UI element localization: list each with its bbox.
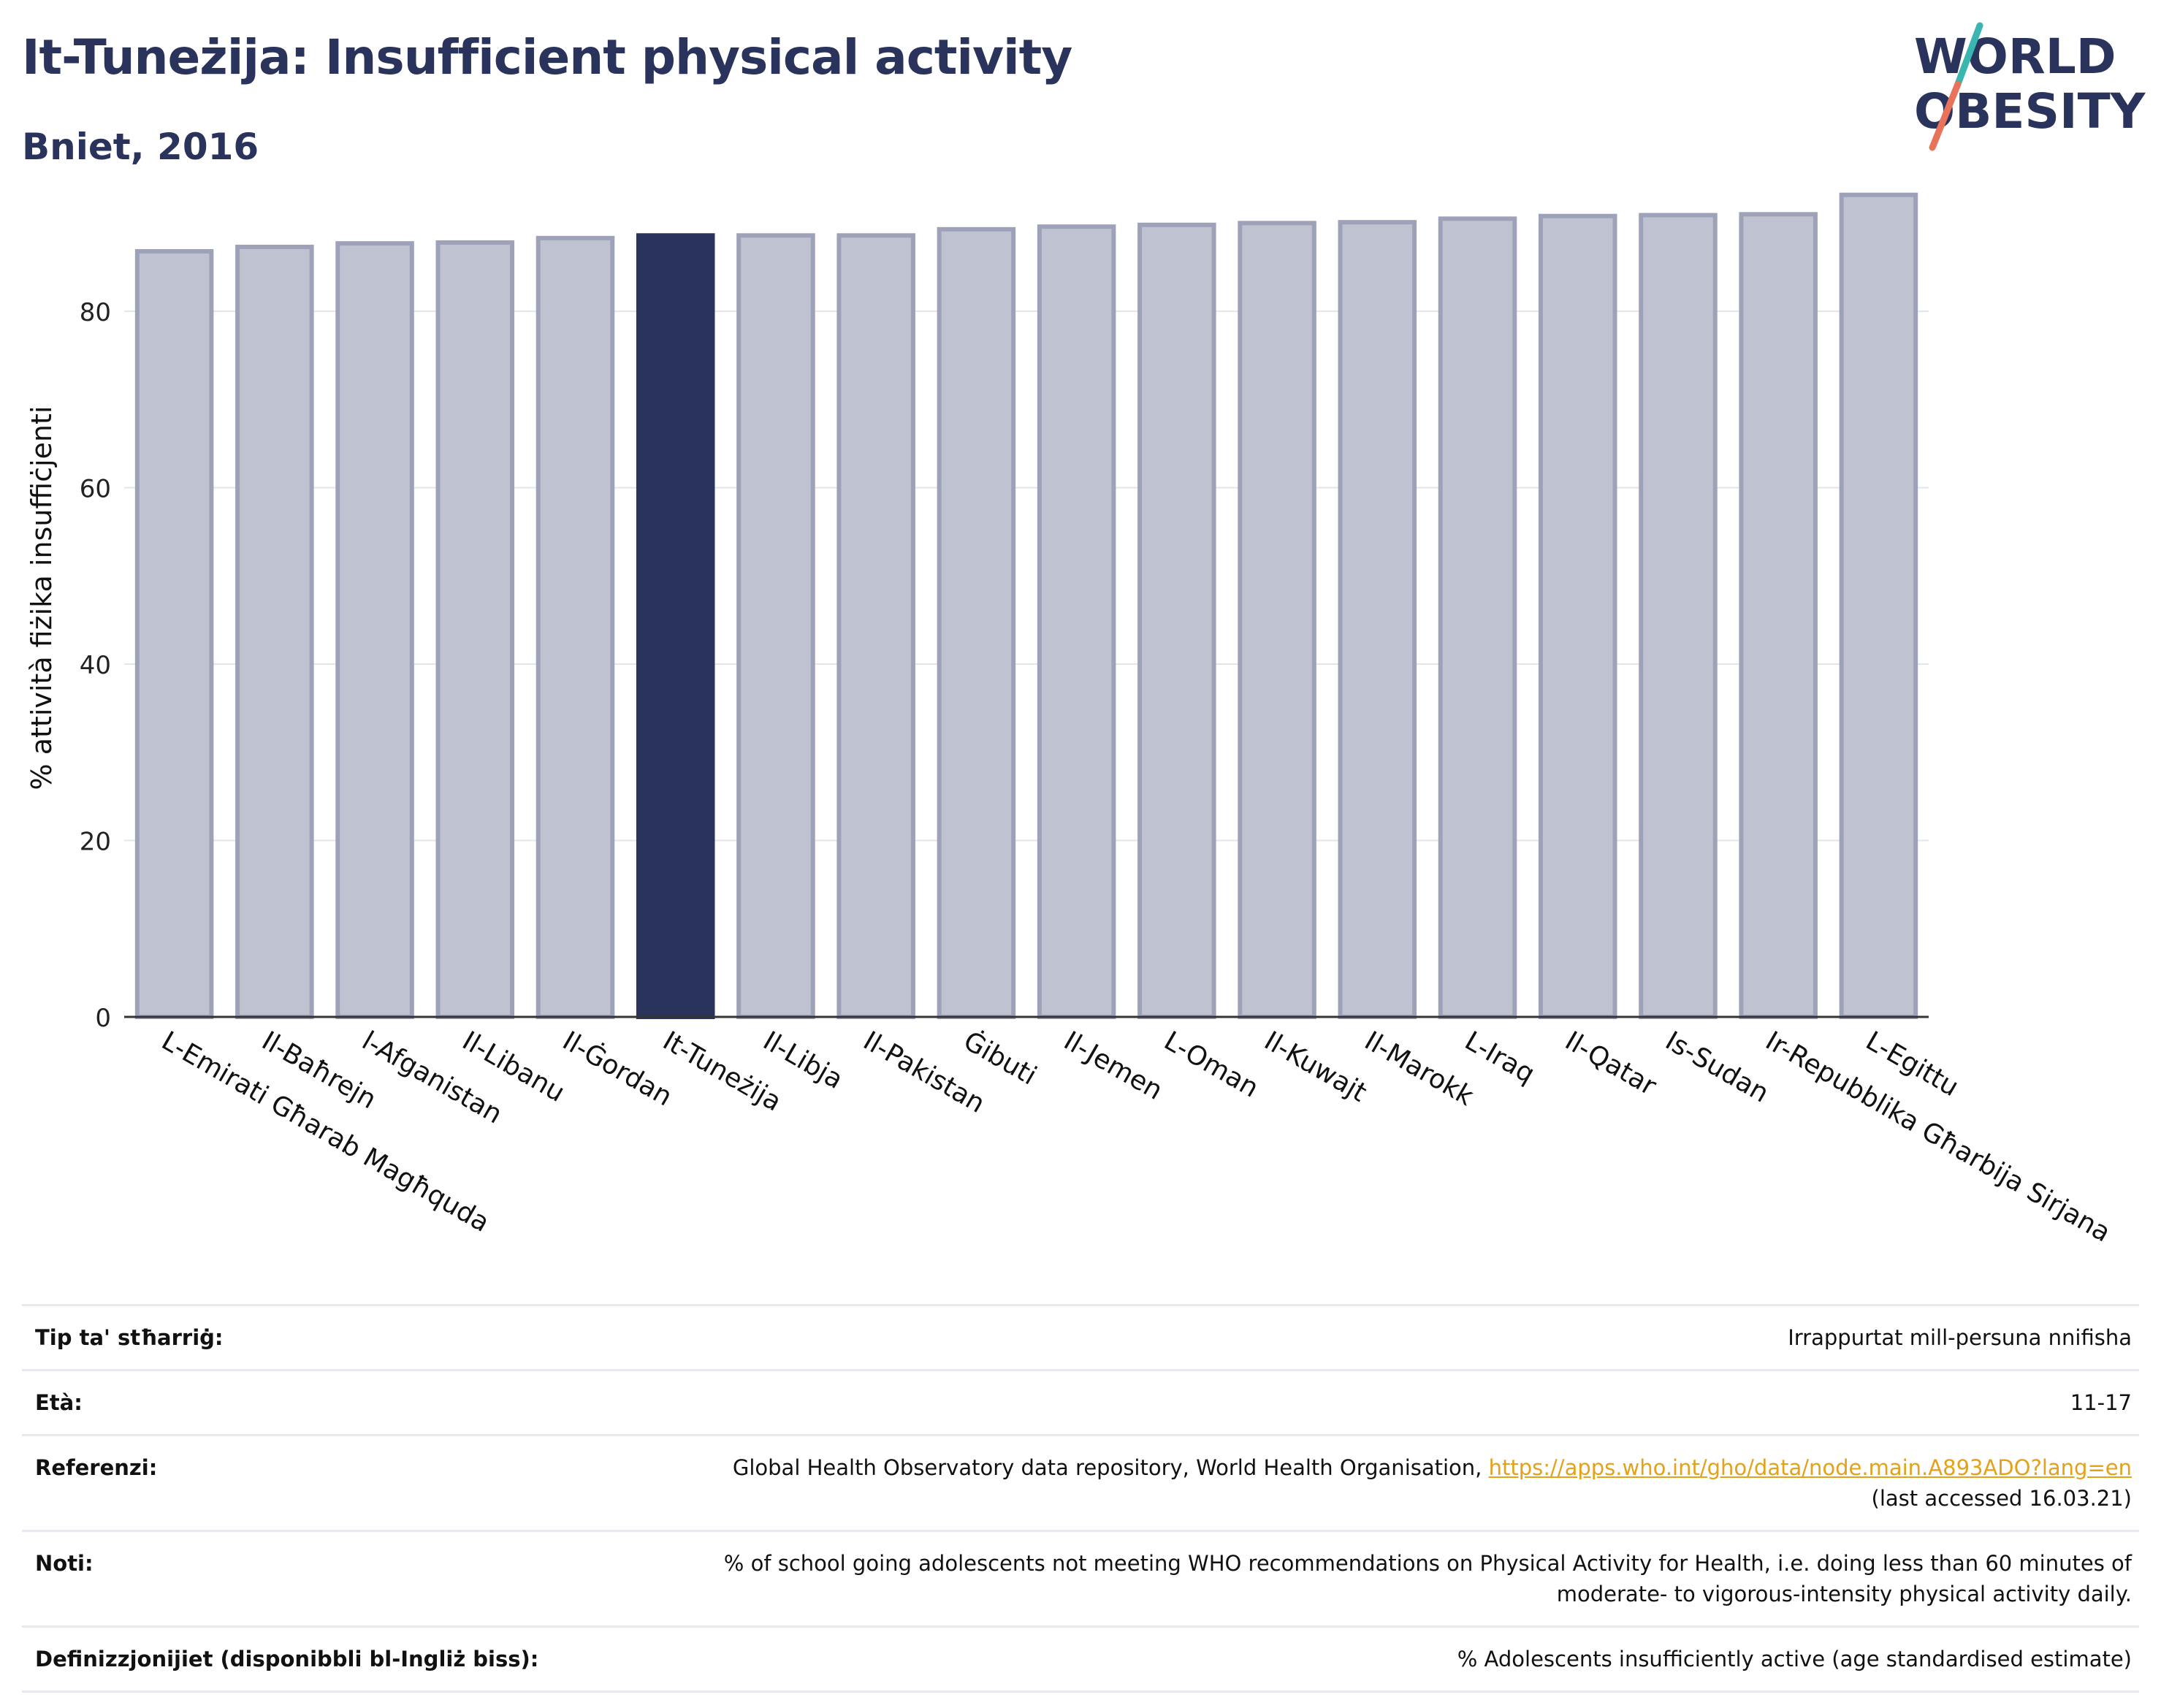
- metadata-table: Tip ta' stħarriġ: Irrappurtat mill-persu…: [22, 1304, 2139, 1693]
- meta-row-references: Referenzi: Global Health Observatory dat…: [22, 1434, 2139, 1531]
- bar: [1639, 213, 1718, 1020]
- bar: [134, 249, 214, 1020]
- x-tick-label: Il-Marokk: [1360, 1026, 1479, 1112]
- world-obesity-logo: WORLD OBESITY: [1914, 22, 2146, 151]
- bar: [536, 235, 615, 1019]
- reference-accessed: (last accessed 16.03.21): [1871, 1486, 2132, 1511]
- y-tick-label: 20: [80, 828, 111, 857]
- meta-key: Definizzjonijiet (disponibbli bl-Ingliż …: [22, 1625, 700, 1693]
- bar: [937, 226, 1016, 1020]
- meta-row-age: Età: 11-17: [22, 1369, 2139, 1436]
- bar: [736, 233, 815, 1019]
- y-tick-label: 80: [80, 298, 111, 327]
- x-tick-label: L-Iraq: [1460, 1026, 1539, 1089]
- bars: [134, 192, 1918, 1020]
- x-tick-label: Ġibuti: [958, 1025, 1042, 1091]
- bar: [1739, 212, 1818, 1020]
- meta-row-definitions: Definizzjonijiet (disponibbli bl-Ingliż …: [22, 1625, 2139, 1693]
- meta-key: Referenzi:: [22, 1434, 700, 1531]
- x-tick-label: Is-Sudan: [1660, 1026, 1773, 1108]
- x-tick-label: Ir-Repubblika Għarbija Sirjana: [1761, 1026, 2116, 1248]
- reference-text: Global Health Observatory data repositor…: [732, 1455, 1489, 1480]
- meta-row-survey-type: Tip ta' stħarriġ: Irrappurtat mill-persu…: [22, 1304, 2139, 1370]
- meta-value-references: Global Health Observatory data repositor…: [700, 1434, 2139, 1531]
- x-tick-label: L-Oman: [1159, 1026, 1263, 1103]
- meta-value: Irrappurtat mill-persuna nnifisha: [700, 1304, 2139, 1370]
- logo-slash-bottom: [1929, 80, 1962, 151]
- y-axis-label: % attività fiżika insuffiċjenti: [26, 406, 58, 790]
- bar: [1839, 192, 1918, 1019]
- y-tick-labels: 0 20 40 60 80: [80, 298, 111, 1033]
- bar: [235, 244, 314, 1019]
- y-tick-label: 40: [80, 651, 111, 680]
- bar: [1538, 213, 1617, 1019]
- meta-value: % Adolescents insufficiently active (age…: [700, 1625, 2139, 1693]
- meta-row-notes: Noti: % of school going adolescents not …: [22, 1530, 2139, 1627]
- meta-key: Noti:: [22, 1530, 700, 1627]
- bar: [1338, 220, 1417, 1020]
- bar: [1438, 216, 1517, 1020]
- bar: [1137, 222, 1216, 1019]
- y-tick-label: 0: [95, 1004, 111, 1033]
- bar: [1037, 224, 1116, 1020]
- meta-value: 11-17: [700, 1369, 2139, 1436]
- x-tick-label: Il-Jemen: [1059, 1026, 1167, 1106]
- gridlines: [124, 310, 1929, 842]
- x-tick-labels: L-Emirati Għarab MagħqudaIl-Baħrejnl-Afg…: [156, 1025, 2116, 1248]
- bar: [435, 240, 515, 1019]
- x-tick-label: Il-Qatar: [1560, 1026, 1661, 1102]
- bar-highlight: [636, 233, 715, 1019]
- meta-key: Età:: [22, 1369, 700, 1436]
- bar: [335, 241, 414, 1019]
- reference-link[interactable]: https://apps.who.int/gho/data/node.main.…: [1488, 1455, 2132, 1480]
- logo-line1: WORLD: [1914, 28, 2116, 85]
- x-tick-label: Il-Kuwajt: [1259, 1026, 1372, 1107]
- bar-chart: 0 20 40 60 80 L-Emirati Għarab MagħqudaIl-Ba…: [26, 192, 2116, 1248]
- y-tick-label: 60: [80, 475, 111, 504]
- meta-value: % of school going adolescents not meetin…: [700, 1530, 2139, 1627]
- logo-slash-top: [1954, 22, 1983, 88]
- meta-key: Tip ta' stħarriġ:: [22, 1304, 700, 1370]
- bar: [1238, 221, 1316, 1019]
- page-title: It-Tuneżija: Insufficient physical activ…: [22, 29, 1072, 85]
- x-tick-label: Il-Ġordan: [557, 1025, 677, 1112]
- page-subtitle: Bniet, 2016: [22, 126, 259, 168]
- bar: [836, 233, 915, 1019]
